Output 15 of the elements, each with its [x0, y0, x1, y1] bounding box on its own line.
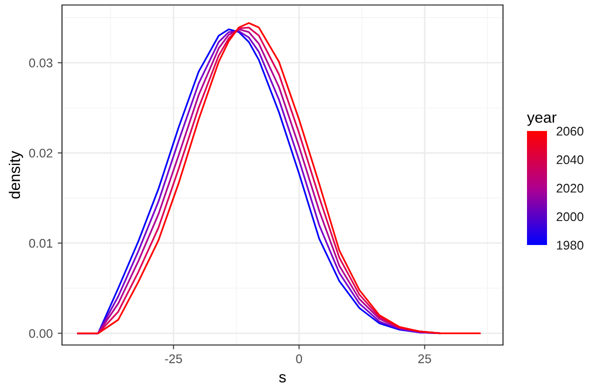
- color-bar-label: 1980: [556, 240, 584, 250]
- y-tick-label: 0.02: [29, 148, 52, 158]
- x-tick-label: 0: [296, 354, 302, 364]
- y-tick-label: 0.00: [29, 329, 52, 338]
- color-bar-label: 2020: [556, 184, 584, 193]
- color-bar-title: year: [527, 114, 556, 126]
- color-bar-label: 2000: [556, 212, 584, 222]
- y-tick-label: 0.01: [29, 238, 52, 248]
- y-tick-label: 0.03: [29, 58, 52, 68]
- x-axis-title: s: [279, 374, 286, 382]
- color-bar-label: 2060: [556, 126, 584, 136]
- color-bar-label: 2040: [556, 155, 584, 164]
- x-tick-label: 25: [418, 354, 432, 364]
- x-tick-label: -25: [165, 354, 182, 364]
- y-axis-title: density: [8, 150, 24, 199]
